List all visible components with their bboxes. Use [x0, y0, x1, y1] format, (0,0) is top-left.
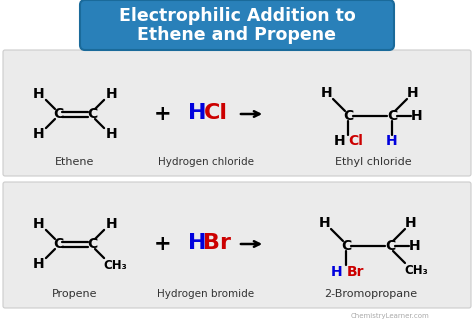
- Text: H: H: [386, 134, 398, 148]
- FancyBboxPatch shape: [80, 0, 394, 50]
- Text: H: H: [405, 216, 417, 230]
- Text: Propene: Propene: [52, 289, 98, 299]
- Text: H: H: [33, 127, 45, 141]
- Text: H: H: [105, 217, 117, 231]
- Text: Br: Br: [203, 233, 231, 253]
- Text: H: H: [331, 265, 343, 279]
- Text: H: H: [407, 86, 419, 100]
- Text: H: H: [409, 239, 421, 253]
- Text: +: +: [154, 104, 172, 124]
- Text: H: H: [33, 217, 45, 231]
- Text: H: H: [334, 134, 346, 148]
- Text: Ethene and Propene: Ethene and Propene: [137, 26, 337, 44]
- Text: Cl: Cl: [204, 103, 228, 123]
- Text: H: H: [188, 103, 206, 123]
- Text: Hydrogen bromide: Hydrogen bromide: [157, 289, 255, 299]
- Text: C: C: [343, 109, 353, 123]
- Text: CH₃: CH₃: [103, 259, 127, 272]
- FancyBboxPatch shape: [3, 182, 471, 308]
- Text: Cl: Cl: [348, 134, 364, 148]
- Text: C: C: [53, 237, 63, 251]
- FancyBboxPatch shape: [3, 50, 471, 176]
- Text: 2-Bromopropane: 2-Bromopropane: [324, 289, 418, 299]
- Text: Electrophilic Addition to: Electrophilic Addition to: [118, 7, 356, 25]
- Text: Ethyl chloride: Ethyl chloride: [335, 157, 411, 167]
- Text: H: H: [321, 86, 333, 100]
- Text: H: H: [188, 233, 206, 253]
- Text: ChemistryLearner.com: ChemistryLearner.com: [351, 313, 429, 319]
- Text: H: H: [33, 87, 45, 101]
- Text: H: H: [105, 87, 117, 101]
- Text: C: C: [87, 237, 97, 251]
- Text: Hydrogen chloride: Hydrogen chloride: [158, 157, 254, 167]
- Text: H: H: [411, 109, 423, 123]
- Text: C: C: [87, 107, 97, 121]
- Text: C: C: [387, 109, 397, 123]
- Text: CH₃: CH₃: [404, 264, 428, 277]
- Text: C: C: [53, 107, 63, 121]
- Text: +: +: [154, 234, 172, 254]
- Text: H: H: [105, 127, 117, 141]
- Text: H: H: [319, 216, 331, 230]
- Text: C: C: [341, 239, 351, 253]
- Text: Br: Br: [347, 265, 365, 279]
- Text: H: H: [33, 257, 45, 271]
- Text: C: C: [385, 239, 395, 253]
- Text: Ethene: Ethene: [55, 157, 95, 167]
